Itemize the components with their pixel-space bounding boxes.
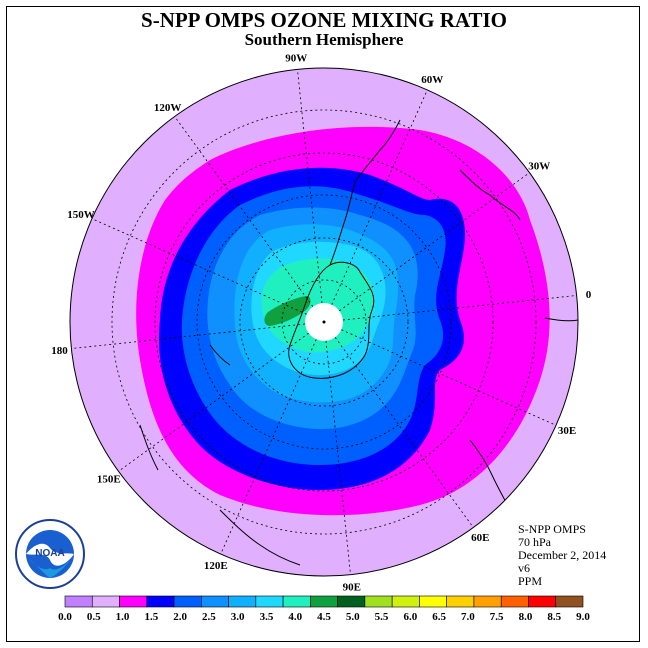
meridian-line <box>339 172 530 312</box>
colorbar-swatch <box>119 595 148 608</box>
info-block: S-NPP OMPS 70 hPa December 2, 2014 v6 PP… <box>518 523 606 588</box>
colorbar-tick-label: 7.0 <box>461 611 475 623</box>
colorbar-tick-label: 9.0 <box>576 611 590 623</box>
longitude-label: 150E <box>97 473 121 485</box>
meridian-line <box>342 295 577 321</box>
longitude-label: 60W <box>421 74 443 86</box>
longitude-label: 150W <box>67 209 95 221</box>
colorbar-swatch <box>500 595 529 608</box>
colorbar-tick-label: 8.5 <box>547 611 561 623</box>
longitude-labels: 90W 60W 30W 0 30E 60E 90E 120E 150E 180 150W 120W <box>51 52 592 593</box>
logo-text: NOAA <box>35 548 64 559</box>
colorbar-tick-label: 1.0 <box>116 611 130 623</box>
meridian-line <box>71 323 306 349</box>
meridian-line <box>334 337 474 528</box>
noaa-logo: NOAA <box>15 519 85 589</box>
info-date: December 2, 2014 <box>518 548 607 562</box>
meridian-line <box>174 116 314 307</box>
colorbar-swatch <box>528 595 557 608</box>
colorbar: 0.0 0.5 1.0 1.5 2.0 2.5 3.0 3.5 4.0 4.5 5.0 5.5 6.0 6… <box>58 595 590 623</box>
longitude-label: 60E <box>471 532 489 544</box>
colorbar-tick-label: 3.5 <box>260 611 274 623</box>
longitude-label: 120W <box>154 102 182 114</box>
colorbar-tick-label: 0.0 <box>58 611 72 623</box>
colorbar-swatch <box>282 595 311 608</box>
colorbar-tick-label: 3.0 <box>231 611 245 623</box>
meridian-line <box>297 69 323 304</box>
pole-point <box>322 320 326 324</box>
band-4-5 <box>264 296 311 326</box>
colorbar-swatch <box>391 595 420 608</box>
info-version: v6 <box>518 561 530 575</box>
colorbar-swatch <box>64 595 93 608</box>
colorbar-tick-label: 4.5 <box>317 611 331 623</box>
longitude-label: 0 <box>586 289 592 301</box>
latitude-grid <box>111 109 537 535</box>
page-frame <box>6 6 640 642</box>
meridian-line <box>341 329 557 426</box>
meridian-grid <box>71 69 577 575</box>
meridian-line <box>325 340 351 575</box>
info-instrument: S-NPP OMPS <box>518 522 586 536</box>
colorbar-swatch <box>446 595 475 608</box>
longitude-label: 30W <box>528 161 550 173</box>
colorbar-swatch <box>146 595 175 608</box>
longitude-label: 90W <box>285 52 307 64</box>
longitude-label: 180 <box>51 345 68 357</box>
colorbar-swatch <box>201 595 229 608</box>
colorbar-swatch <box>473 595 502 608</box>
meridian-line <box>118 332 309 472</box>
colorbar-tick-label: 4.0 <box>288 611 302 623</box>
info-units: PPM <box>518 574 543 588</box>
meridian-line <box>331 89 428 305</box>
colorbar-tick-label: 2.5 <box>202 611 216 623</box>
colorbar-tick-label: 6.0 <box>403 611 417 623</box>
colorbar-swatch <box>228 595 257 608</box>
map-disc-border <box>69 67 579 577</box>
colorbar-swatch <box>419 595 447 608</box>
colorbar-swatch <box>255 595 284 608</box>
colorbar-swatch <box>91 595 120 608</box>
colorbar-swatch <box>173 595 202 608</box>
longitude-label: 120E <box>204 560 228 572</box>
colorbar-tick-label: 1.5 <box>144 611 158 623</box>
colorbar-tick-label: 2.0 <box>173 611 187 623</box>
meridian-line <box>91 218 307 315</box>
colorbar-swatch <box>310 595 338 608</box>
colorbar-tick-label: 6.5 <box>432 611 446 623</box>
meridian-line <box>220 339 317 555</box>
page-title: S-NPP OMPS OZONE MIXING RATIO <box>141 8 507 32</box>
colorbar-tick-label: 5.5 <box>375 611 389 623</box>
longitude-label: 90E <box>343 582 361 594</box>
colorbar-tick-label: 5.0 <box>346 611 360 623</box>
colorbar-tick-label: 0.5 <box>87 611 101 623</box>
colorbar-tick-label: 8.0 <box>519 611 533 623</box>
longitude-label: 30E <box>558 425 576 437</box>
colorbar-swatch <box>364 595 393 608</box>
colorbar-swatch <box>555 595 584 608</box>
colorbar-swatch <box>337 595 366 608</box>
colorbar-tick-label: 7.5 <box>490 611 504 623</box>
page-subtitle: Southern Hemisphere <box>244 30 404 49</box>
info-pressure: 70 hPa <box>518 535 551 549</box>
